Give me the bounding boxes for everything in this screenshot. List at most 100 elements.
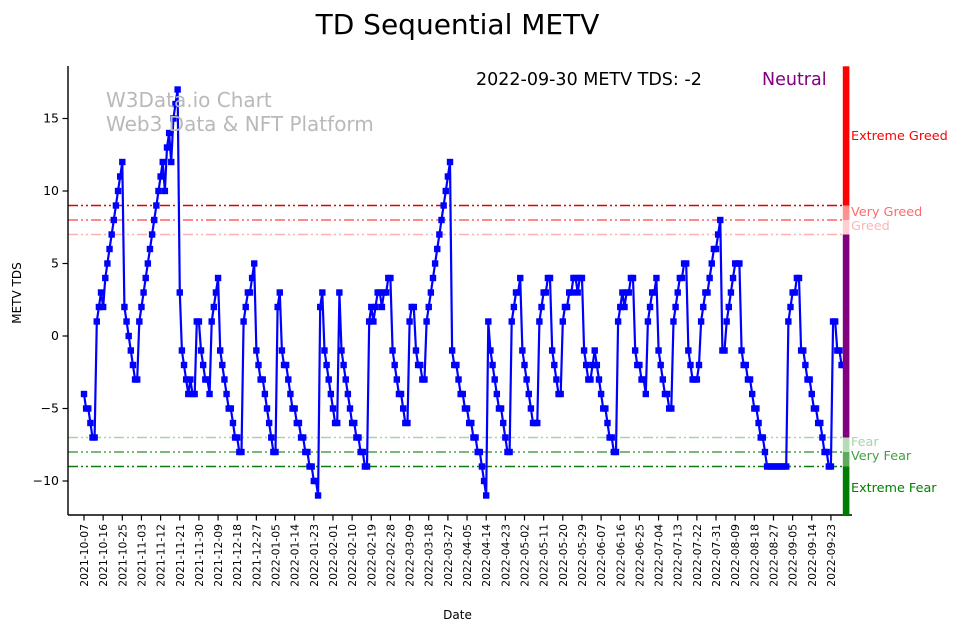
data-point-marker xyxy=(365,318,373,325)
data-point-marker xyxy=(589,361,596,369)
data-point-marker xyxy=(523,376,530,383)
x-tick-label: 2022-05-29 xyxy=(576,524,589,587)
data-point-marker xyxy=(334,419,341,427)
data-point-marker xyxy=(199,361,207,369)
data-point-marker xyxy=(104,260,111,267)
data-point-marker xyxy=(619,289,626,296)
data-point-marker xyxy=(340,361,347,369)
x-tick-label: 2022-08-27 xyxy=(767,524,780,587)
data-point-marker xyxy=(670,318,677,325)
x-tick-label: 2022-05-20 xyxy=(557,524,570,587)
data-point-marker xyxy=(617,303,624,311)
data-point-marker xyxy=(446,158,454,166)
data-point-marker xyxy=(687,361,694,369)
data-point-marker xyxy=(604,419,611,427)
data-point-marker xyxy=(653,274,660,282)
data-point-marker xyxy=(783,463,790,470)
y-tick-label: −5 xyxy=(41,401,59,416)
data-point-marker xyxy=(685,347,692,354)
zone-label-fear: Fear xyxy=(851,435,879,450)
data-point-marker xyxy=(557,390,564,398)
data-point-marker xyxy=(314,492,322,499)
data-point-marker xyxy=(363,463,371,470)
x-tick-label: 2021-10-25 xyxy=(116,524,129,587)
data-point-marker xyxy=(327,390,335,398)
data-point-marker xyxy=(406,318,413,325)
data-point-marker xyxy=(142,274,149,282)
data-point-marker xyxy=(736,260,743,267)
data-point-marker xyxy=(274,303,281,311)
sentiment-bar-extreme-greed xyxy=(842,66,850,206)
data-point-marker xyxy=(612,448,620,456)
x-tick-label: 2022-05-02 xyxy=(518,524,531,587)
data-point-marker xyxy=(429,274,437,282)
data-point-marker xyxy=(580,347,588,354)
data-point-marker xyxy=(127,347,135,354)
data-point-marker xyxy=(278,347,286,354)
data-point-marker xyxy=(444,173,452,180)
y-axis-title: METV TDS xyxy=(10,262,24,324)
data-point-marker xyxy=(727,289,735,296)
data-point-marker xyxy=(299,434,307,441)
data-point-marker xyxy=(717,216,724,224)
data-point-marker xyxy=(572,274,579,282)
x-tick-label: 2021-10-16 xyxy=(97,524,110,587)
data-point-marker xyxy=(478,463,486,470)
data-point-marker xyxy=(629,274,637,282)
data-point-marker xyxy=(659,376,667,383)
data-point-marker xyxy=(663,390,671,398)
sentiment-bar-very-greed xyxy=(842,205,850,220)
data-point-marker xyxy=(836,347,843,354)
data-point-marker xyxy=(99,303,107,311)
data-point-marker xyxy=(174,86,181,93)
data-point-marker xyxy=(238,448,245,456)
data-point-marker xyxy=(672,303,679,311)
data-point-marker xyxy=(263,405,271,412)
data-point-marker xyxy=(431,260,439,267)
data-point-marker xyxy=(746,376,754,383)
data-point-marker xyxy=(657,361,664,369)
data-point-marker xyxy=(308,463,315,470)
data-point-marker xyxy=(410,303,418,311)
data-point-marker xyxy=(644,318,652,325)
x-tick-label: 2022-03-27 xyxy=(442,524,455,587)
data-point-marker xyxy=(506,448,513,456)
data-point-marker xyxy=(755,419,762,427)
data-point-marker xyxy=(674,289,681,296)
data-point-marker xyxy=(253,347,260,354)
data-point-marker xyxy=(219,361,226,369)
data-point-marker xyxy=(534,419,541,427)
data-point-marker xyxy=(597,390,605,398)
data-point-marker xyxy=(206,390,213,398)
x-tick-label: 2022-04-05 xyxy=(461,524,474,587)
x-tick-label: 2022-03-09 xyxy=(404,524,417,587)
data-point-marker xyxy=(706,274,713,282)
data-point-marker xyxy=(153,202,160,209)
sentiment-bar-neutral xyxy=(842,234,850,438)
x-tick-label: 2022-05-11 xyxy=(538,524,551,587)
data-point-marker xyxy=(119,158,126,166)
data-point-marker xyxy=(748,390,756,398)
data-point-marker xyxy=(602,405,609,412)
zone-label-extreme-greed: Extreme Greed xyxy=(851,129,948,144)
data-point-marker xyxy=(655,347,662,354)
data-point-marker xyxy=(510,303,518,311)
data-point-marker xyxy=(678,274,686,282)
data-point-marker xyxy=(551,361,558,369)
data-point-marker xyxy=(625,289,632,296)
data-point-marker xyxy=(112,202,120,209)
data-point-marker xyxy=(668,405,675,412)
data-point-marker xyxy=(208,318,215,325)
data-point-marker xyxy=(291,405,298,412)
data-point-marker xyxy=(631,347,639,354)
data-point-marker xyxy=(759,434,767,441)
data-point-marker xyxy=(242,303,249,311)
data-point-marker xyxy=(125,332,132,340)
data-point-marker xyxy=(472,434,479,441)
data-point-marker xyxy=(161,187,169,195)
data-point-marker xyxy=(440,202,447,209)
data-point-marker xyxy=(508,318,515,325)
data-point-marker xyxy=(163,144,171,151)
